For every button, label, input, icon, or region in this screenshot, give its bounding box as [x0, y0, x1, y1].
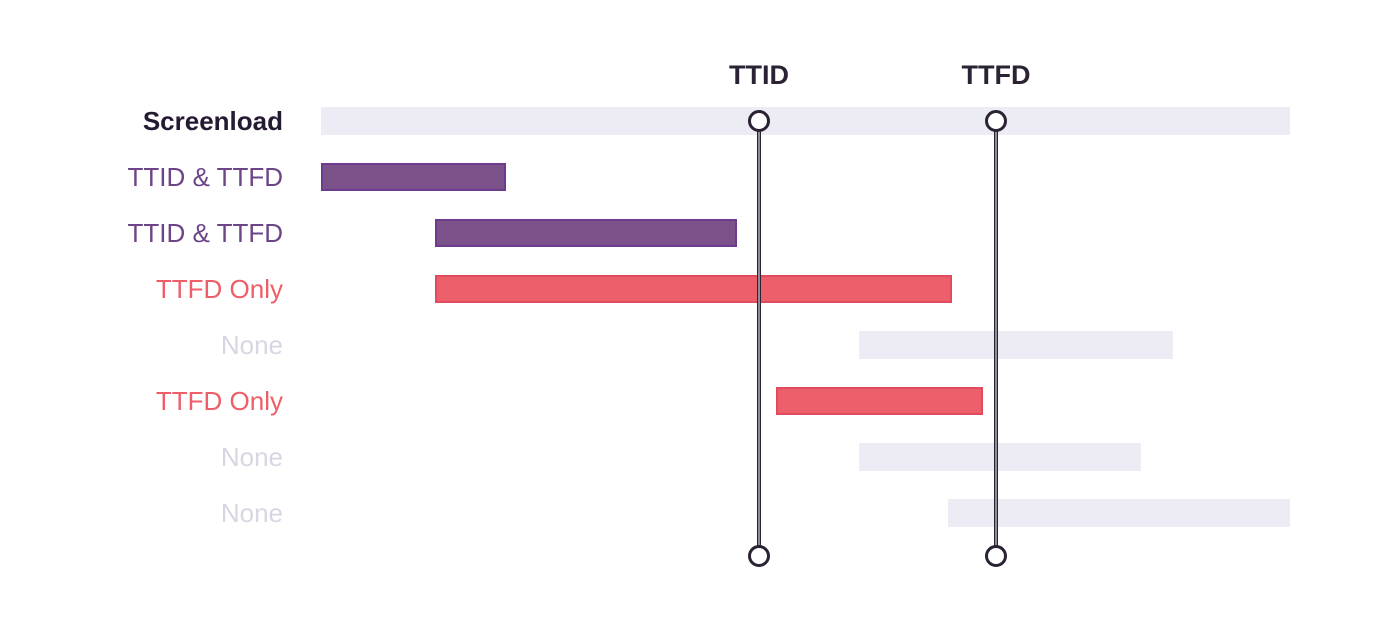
timeline-row: None: [0, 443, 1400, 471]
row-label: Screenload: [142, 106, 283, 136]
timeline-bar: [321, 163, 506, 191]
row-label: None: [220, 498, 283, 528]
ttfd-bottom-circle-icon: [985, 545, 1007, 567]
timeline-bar: [435, 219, 737, 247]
ttfd-marker-line: [994, 121, 998, 556]
row-label: None: [220, 442, 283, 472]
row-label: TTID & TTFD: [127, 162, 283, 192]
timeline-row: None: [0, 331, 1400, 359]
ttid-top-circle-icon: [748, 110, 770, 132]
timeline-row: TTFD Only: [0, 387, 1400, 415]
ttid-marker-label: TTID: [729, 60, 789, 90]
timeline-bar: [859, 331, 1173, 359]
timeline-row: TTFD Only: [0, 275, 1400, 303]
timeline-row: Screenload: [0, 107, 1400, 135]
timeline-bar: [776, 387, 983, 415]
row-label: TTID & TTFD: [127, 218, 283, 248]
timeline-row: TTID & TTFD: [0, 163, 1400, 191]
timeline-bar: [321, 107, 1290, 135]
timeline-bar: [948, 499, 1290, 527]
timeline-row: TTID & TTFD: [0, 219, 1400, 247]
timeline-row: None: [0, 499, 1400, 527]
ttid-bottom-circle-icon: [748, 545, 770, 567]
row-label: None: [220, 330, 283, 360]
ttfd-marker-label: TTFD: [961, 60, 1031, 90]
timeline-bar: [859, 443, 1141, 471]
ttfd-top-circle-icon: [985, 110, 1007, 132]
timeline-bar: [435, 275, 952, 303]
ttid-marker-line: [757, 121, 761, 556]
row-label: TTFD Only: [155, 274, 283, 304]
row-label: TTFD Only: [155, 386, 283, 416]
